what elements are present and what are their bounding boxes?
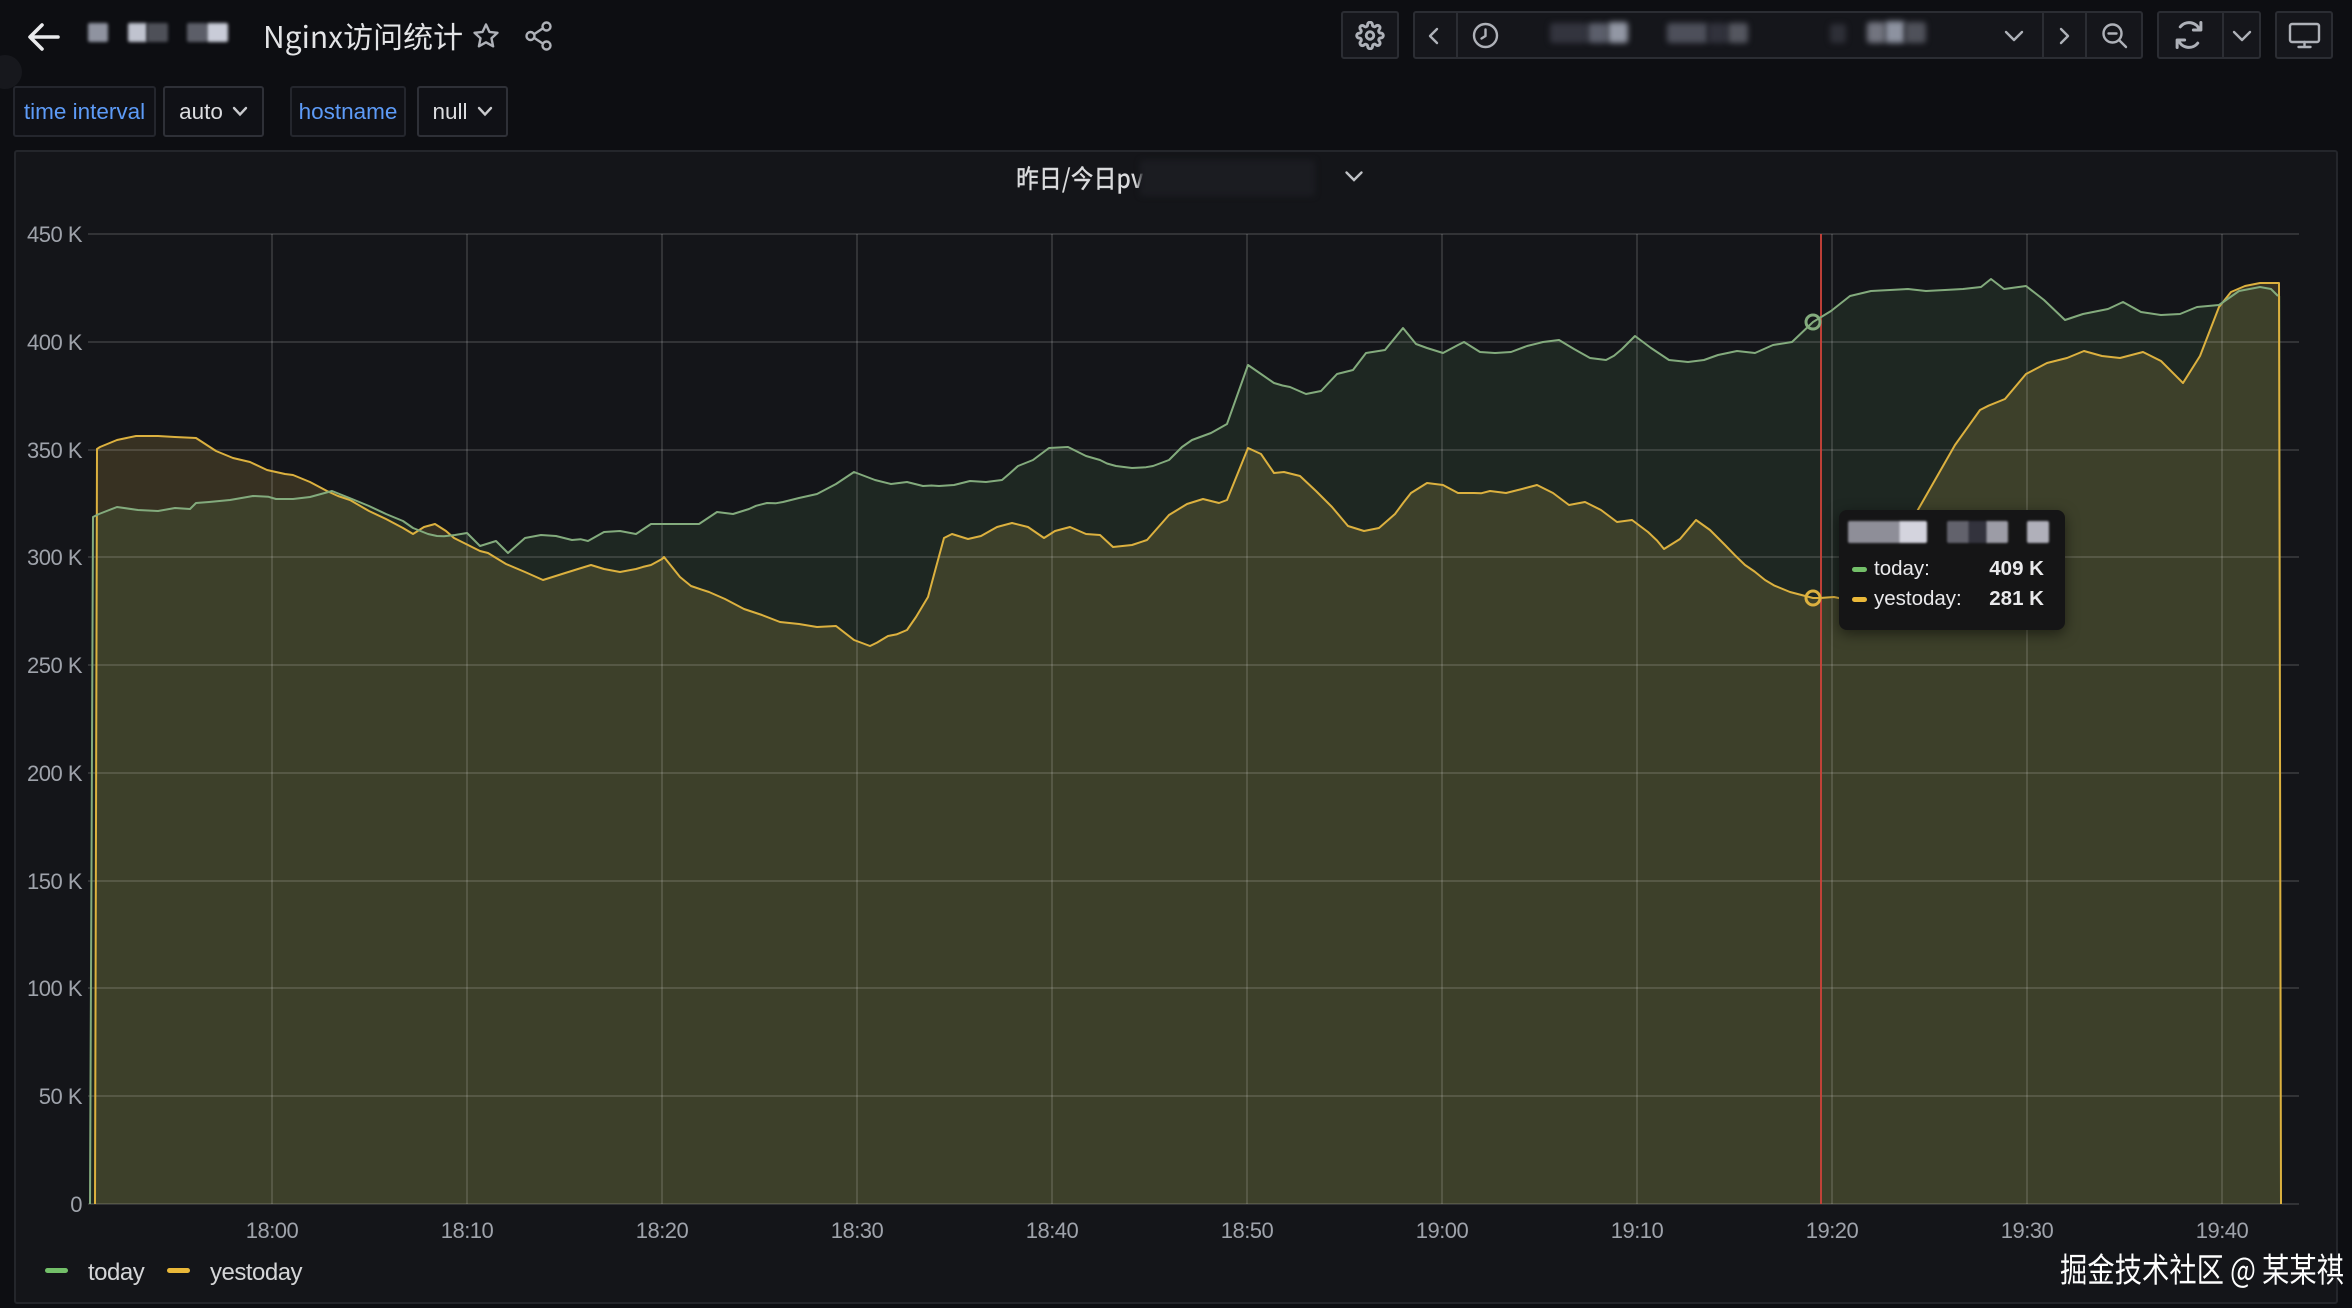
svg-text:150 K: 150 K xyxy=(27,869,83,894)
svg-text:19:10: 19:10 xyxy=(1611,1218,1664,1243)
svg-text:18:00: 18:00 xyxy=(246,1218,299,1243)
svg-text:18:40: 18:40 xyxy=(1026,1218,1079,1243)
svg-text:yestoday: yestoday xyxy=(210,1259,303,1286)
svg-text:450 K: 450 K xyxy=(27,222,83,247)
svg-text:19:20: 19:20 xyxy=(1806,1218,1859,1243)
svg-text:19:40: 19:40 xyxy=(2196,1218,2249,1243)
svg-text:350 K: 350 K xyxy=(27,438,83,463)
svg-text:200 K: 200 K xyxy=(27,761,83,786)
svg-text:19:00: 19:00 xyxy=(1416,1218,1469,1243)
svg-text:100 K: 100 K xyxy=(27,976,83,1001)
svg-text:18:50: 18:50 xyxy=(1221,1218,1274,1243)
svg-text:18:20: 18:20 xyxy=(636,1218,689,1243)
svg-text:300 K: 300 K xyxy=(27,545,83,570)
svg-text:18:10: 18:10 xyxy=(441,1218,494,1243)
svg-text:18:30: 18:30 xyxy=(831,1218,884,1243)
svg-text:50 K: 50 K xyxy=(39,1084,83,1109)
svg-text:today: today xyxy=(88,1259,145,1286)
svg-text:0: 0 xyxy=(70,1192,82,1217)
svg-text:400 K: 400 K xyxy=(27,330,83,355)
svg-text:19:30: 19:30 xyxy=(2001,1218,2054,1243)
svg-text:250 K: 250 K xyxy=(27,653,83,678)
